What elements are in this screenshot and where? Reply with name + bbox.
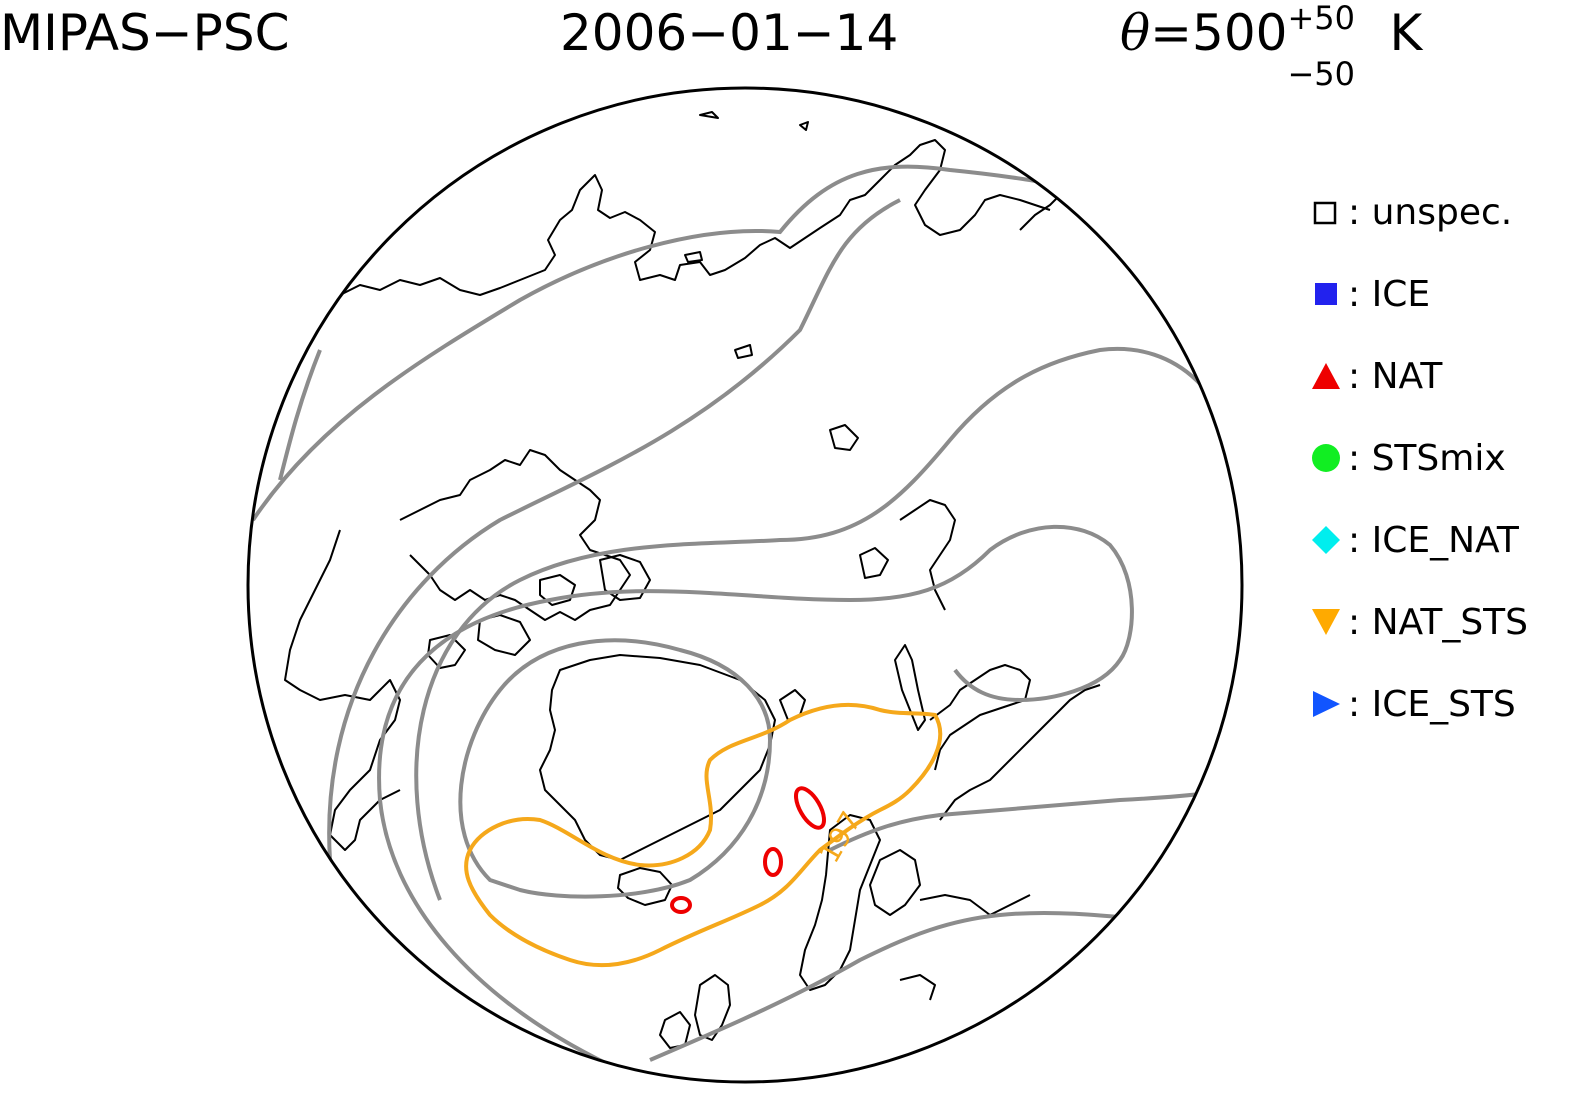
theta-plus: +50 <box>1287 0 1355 37</box>
gray-contours <box>251 164 1242 1072</box>
siberia-coast <box>299 139 1051 301</box>
legend-label: : NAT_STS <box>1348 601 1529 643</box>
legend-item: : STSmix <box>1310 437 1506 479</box>
theta-minus: −50 <box>1287 55 1355 93</box>
svalbard-coast <box>779 689 806 721</box>
coastlines <box>284 111 1101 1049</box>
gray-contour-d <box>414 346 1242 901</box>
legend-item: : NAT <box>1310 355 1443 397</box>
theta-level-title: θ=500 +50 −50 K <box>1120 2 1422 90</box>
new-siberian-islands <box>829 424 859 451</box>
orange-contours <box>464 702 943 968</box>
arctic-island-2 <box>539 574 576 606</box>
legend-item: : ICE_NAT <box>1310 519 1519 561</box>
legend-item: : ICE <box>1310 273 1431 315</box>
filled-square-icon <box>1315 283 1337 305</box>
triangle-up-icon <box>1312 363 1340 389</box>
globe-outline <box>246 86 1244 1084</box>
legend-item: : unspec. <box>1310 191 1513 233</box>
red-contour-3 <box>670 896 692 914</box>
circle-icon <box>1312 444 1340 472</box>
date-title: 2006−01−14 <box>560 4 899 62</box>
small-island-3 <box>699 111 719 119</box>
gray-contour-a <box>251 164 1061 522</box>
red-contour-1 <box>794 786 826 830</box>
finland-coast <box>869 849 921 916</box>
red-contours <box>670 786 826 914</box>
legend-label: : STSmix <box>1348 437 1506 479</box>
east-siberia-coast <box>1019 194 1061 231</box>
severnaya-zemlya <box>859 547 889 579</box>
gray-contour-f <box>458 638 773 899</box>
diamond-icon <box>1312 526 1340 554</box>
legend-item: : ICE_STS <box>1310 683 1516 725</box>
arctic-island-1 <box>477 614 531 656</box>
iceland-coast <box>617 867 673 906</box>
instrument-title: MIPAS−PSC <box>0 4 290 62</box>
legend-label: : ICE_NAT <box>1348 519 1519 561</box>
novaya-zemlya-coast <box>894 644 926 731</box>
gray-contour-b <box>278 349 322 481</box>
red-contour-2 <box>763 847 783 877</box>
taymyr-coast <box>899 499 956 611</box>
small-island-1 <box>684 251 703 263</box>
alaska-canada-coast <box>284 529 401 851</box>
baltic-coast <box>899 974 936 1001</box>
triangle-down-icon <box>1312 609 1340 635</box>
gray-contour-h <box>829 788 1231 852</box>
gray-contour-c <box>327 198 901 861</box>
small-island-2 <box>799 121 809 131</box>
europe-coast <box>919 684 1101 916</box>
britain-coast <box>694 974 731 1041</box>
theta-unit: K <box>1389 4 1423 62</box>
gray-contour-g <box>649 910 1151 1062</box>
orange-contour-main <box>464 702 943 968</box>
legend-label: : NAT <box>1348 355 1443 397</box>
gray-contour-e <box>377 524 1134 1072</box>
open-square-icon <box>1313 201 1337 225</box>
legend-label: : unspec. <box>1348 191 1513 233</box>
theta-value: =500 <box>1150 4 1288 62</box>
triangle-right-icon <box>1313 691 1340 717</box>
legend-item: : NAT_STS <box>1310 601 1529 643</box>
legend-label: : ICE_STS <box>1348 683 1516 725</box>
wrangel-island <box>734 344 753 359</box>
theta-symbol: θ <box>1120 4 1151 62</box>
legend-label: : ICE <box>1348 273 1431 315</box>
greenland-coast <box>539 654 776 861</box>
